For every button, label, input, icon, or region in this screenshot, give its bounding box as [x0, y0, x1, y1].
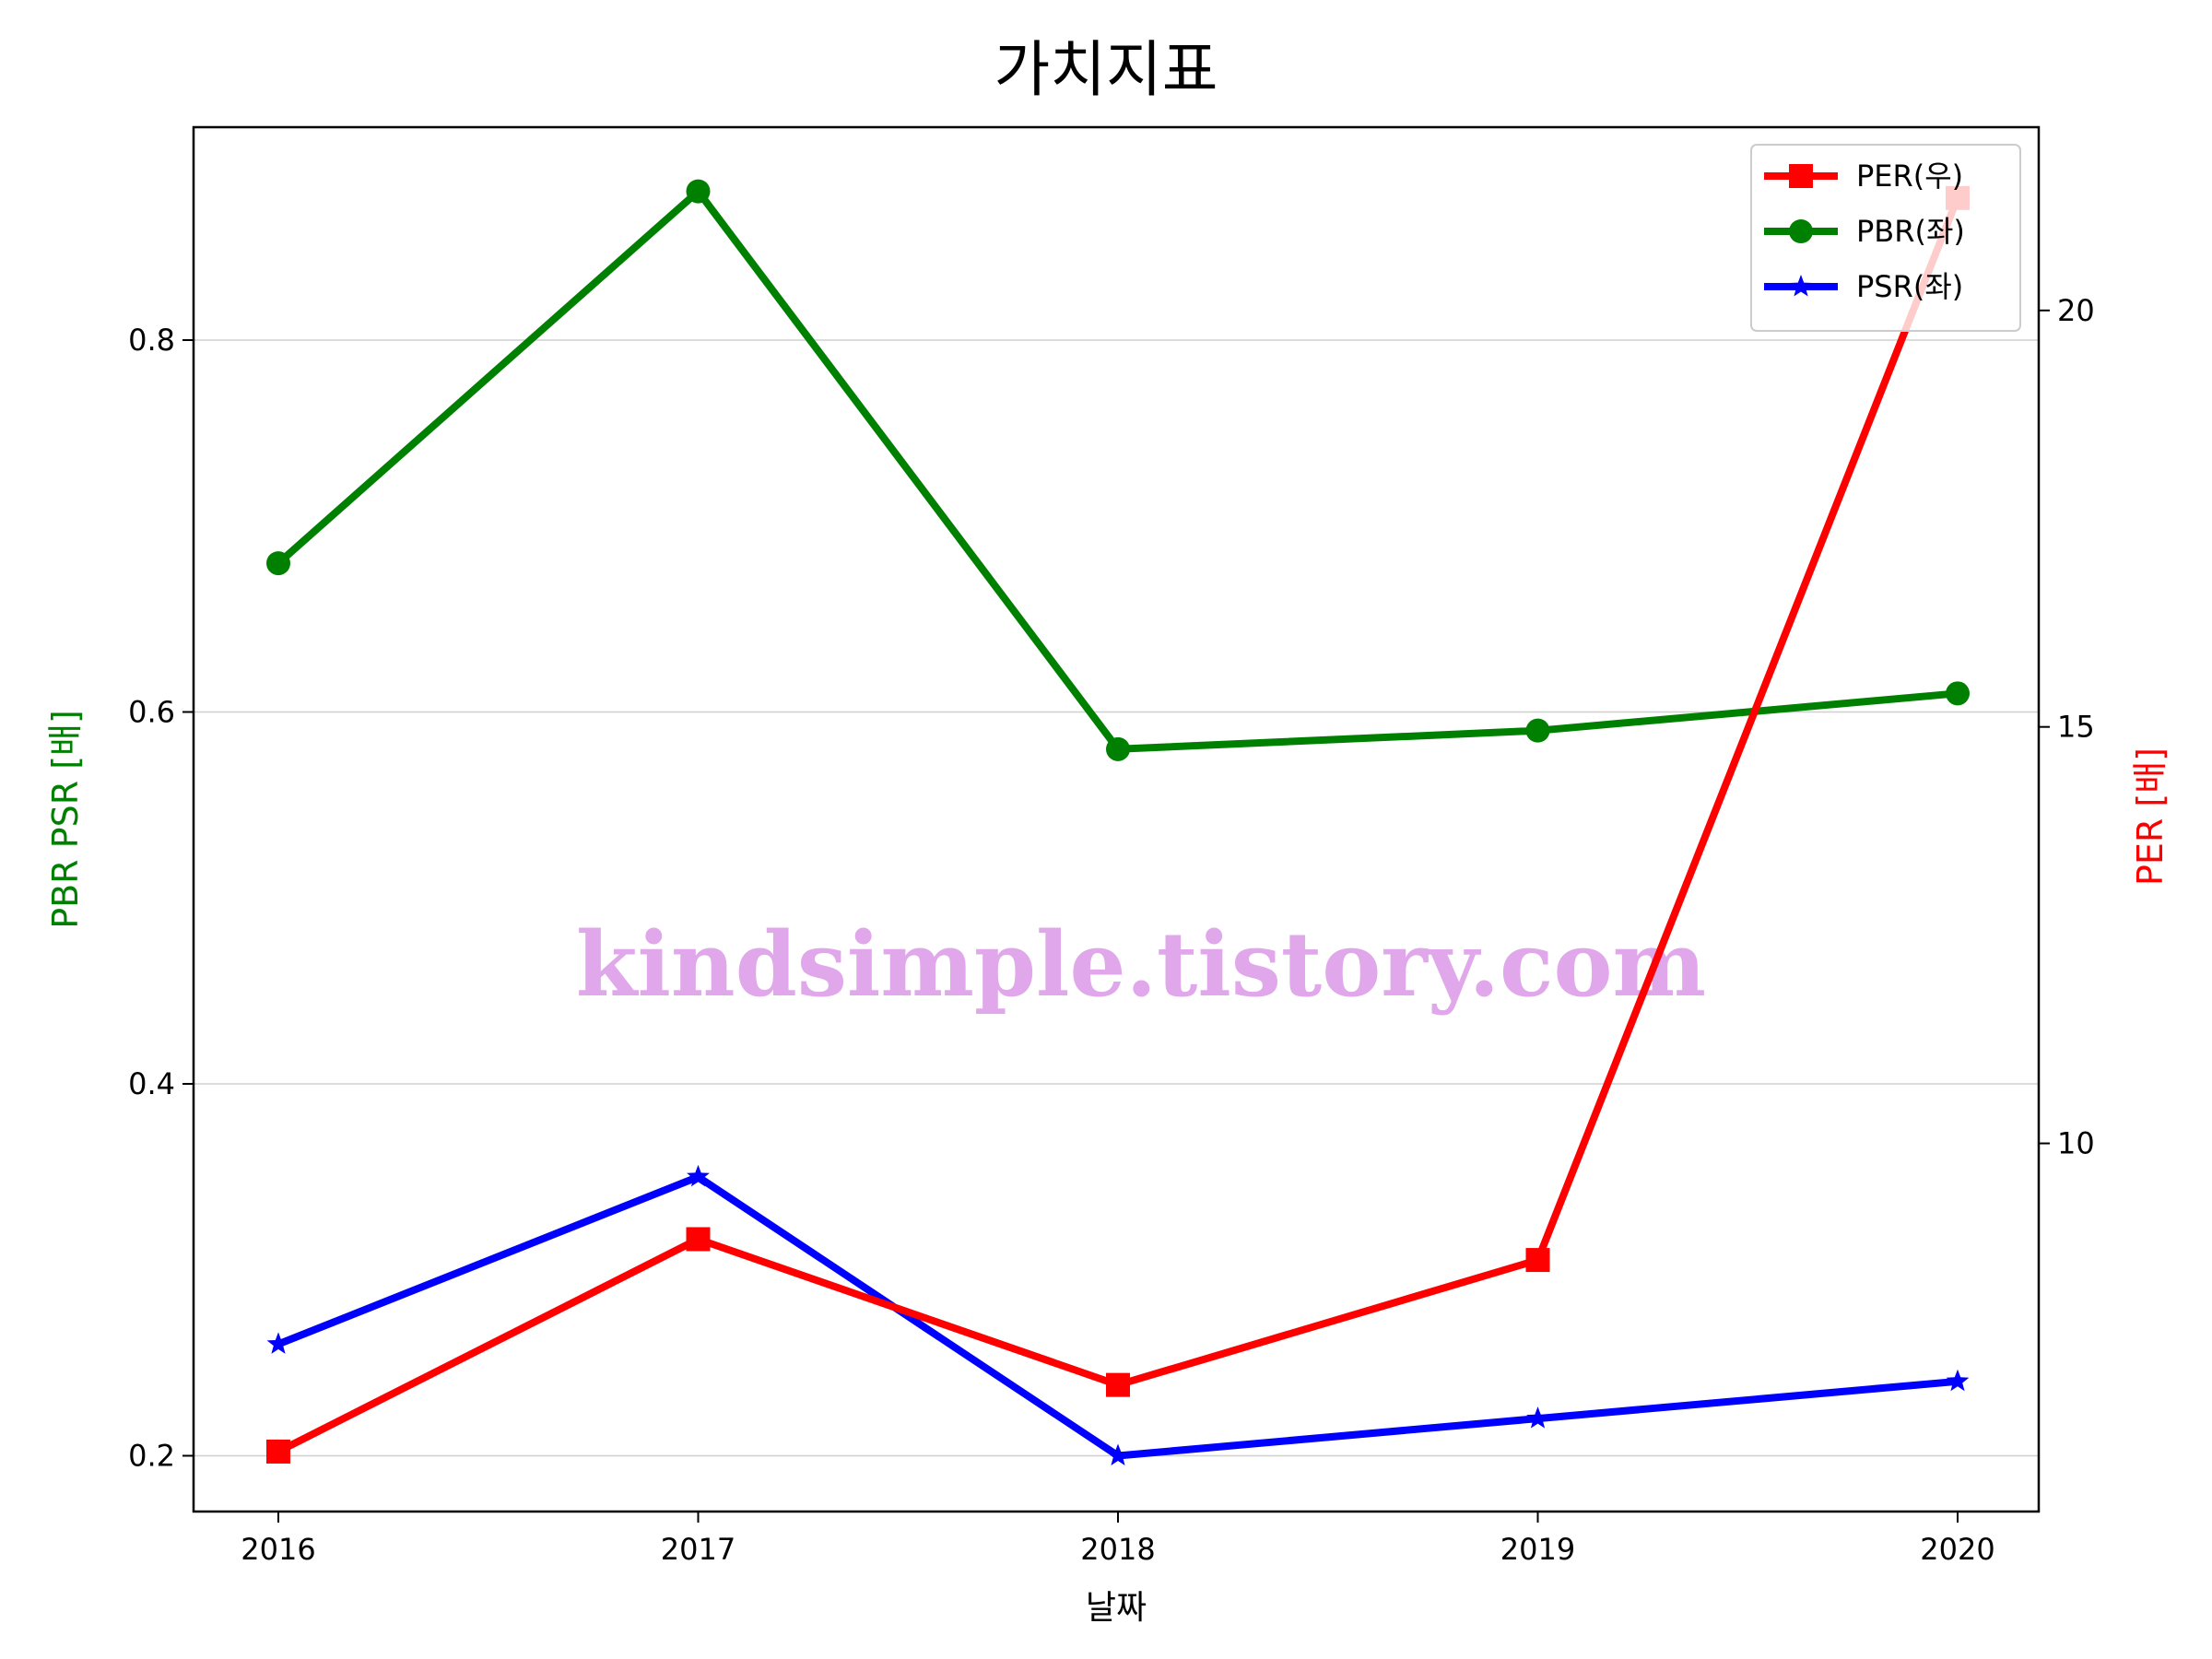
watermark-text: kindsimple.tistory.com — [576, 912, 1706, 1017]
right-tick-label: 20 — [2057, 293, 2095, 328]
data-point-per — [686, 1227, 711, 1252]
left-y-axis: 0.2 0.4 0.6 0.8 — [128, 323, 194, 1473]
series-layer — [266, 179, 1970, 1465]
legend: PER(우) PBR(좌) PSR(좌) — [1750, 144, 2021, 332]
data-point-psr — [1946, 1369, 1970, 1392]
legend-label-pbr: PBR(좌) — [1856, 214, 1965, 249]
chart-title: 가치지표 — [994, 34, 1218, 105]
legend-marker-psr — [1789, 275, 1813, 297]
plot-frame — [192, 125, 2041, 1513]
x-axis: 2016 2017 2018 2019 2020 — [241, 1512, 1995, 1567]
left-tick-label: 0.4 — [128, 1066, 175, 1101]
data-point-pbr — [1946, 681, 1970, 706]
data-point-pbr — [1525, 718, 1550, 743]
series-per — [266, 185, 1970, 1464]
data-point-per — [1525, 1248, 1550, 1273]
left-tick-label: 0.6 — [128, 694, 175, 729]
x-tick-label: 2016 — [241, 1532, 315, 1567]
legend-label-psr: PSR(좌) — [1856, 269, 1963, 304]
x-tick-label: 2020 — [1920, 1532, 1994, 1567]
data-point-psr — [1526, 1406, 1549, 1429]
legend-entry-per: PER(우) — [1764, 159, 1963, 194]
data-point-per — [266, 1439, 290, 1464]
legend-marker-pbr — [1789, 219, 1813, 243]
data-point-psr — [266, 1332, 290, 1354]
legend-entry-pbr: PBR(좌) — [1764, 214, 1965, 249]
right-y-axis-label: PER [배] — [2130, 747, 2171, 886]
data-point-psr — [687, 1164, 710, 1187]
x-tick-label: 2019 — [1500, 1532, 1575, 1567]
right-tick-label: 10 — [2057, 1126, 2095, 1161]
data-point-per — [1106, 1372, 1130, 1397]
x-axis-label: 날짜 — [1086, 1589, 1147, 1627]
data-point-psr — [1106, 1443, 1130, 1465]
data-point-pbr — [686, 179, 711, 204]
left-tick-label: 0.8 — [128, 323, 175, 358]
x-tick-label: 2017 — [661, 1532, 735, 1567]
series-psr — [266, 1164, 1970, 1465]
left-tick-label: 0.2 — [128, 1438, 175, 1473]
legend-entry-psr: PSR(좌) — [1764, 269, 1963, 304]
series-pbr — [266, 179, 1970, 761]
right-tick-label: 15 — [2057, 710, 2095, 745]
data-point-pbr — [1106, 736, 1130, 761]
legend-marker-per — [1789, 164, 1813, 188]
x-tick-label: 2018 — [1080, 1532, 1155, 1567]
legend-label-per: PER(우) — [1856, 159, 1963, 194]
right-y-axis: 10 15 20 — [2039, 293, 2095, 1161]
watermark-layer: kindsimple.tistory.com — [576, 912, 1706, 1017]
data-point-pbr — [266, 551, 290, 576]
left-y-axis-label: PBR PSR [배] — [45, 710, 86, 929]
